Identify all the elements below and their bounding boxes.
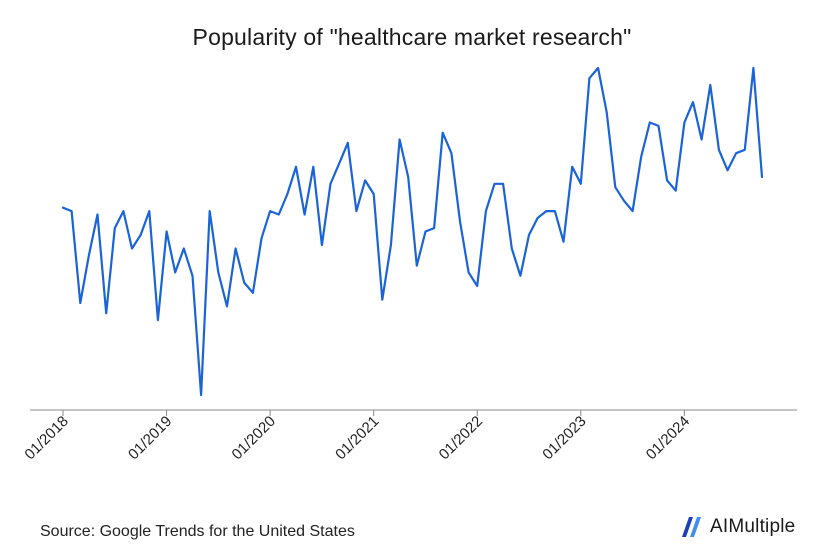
x-tick-label: 01/2021 bbox=[332, 413, 382, 463]
x-tick-label: 01/2018 bbox=[21, 413, 71, 463]
logo-mark-icon bbox=[682, 517, 701, 537]
series-line bbox=[61, 66, 764, 397]
x-tick-label: 01/2019 bbox=[125, 413, 175, 463]
logo-text: AIMultiple bbox=[710, 516, 796, 537]
source-note: Source: Google Trends for the United Sta… bbox=[40, 523, 355, 540]
chart-title: Popularity of "healthcare market researc… bbox=[192, 24, 632, 50]
x-tick-label: 01/2024 bbox=[643, 413, 693, 463]
x-axis-ticks: 01/2018 01/2019 01/2020 01/2021 01/2022 01/20… bbox=[21, 410, 693, 463]
x-tick-label: 01/2022 bbox=[436, 413, 486, 463]
aimultiple-logo[interactable]: AIMultiple bbox=[682, 512, 795, 542]
x-tick-label: 01/2020 bbox=[229, 413, 279, 463]
line-chart: 01/2018 01/2019 01/2020 01/2021 01/2022 01/20… bbox=[21, 66, 797, 463]
x-tick-label: 01/2023 bbox=[539, 413, 589, 463]
